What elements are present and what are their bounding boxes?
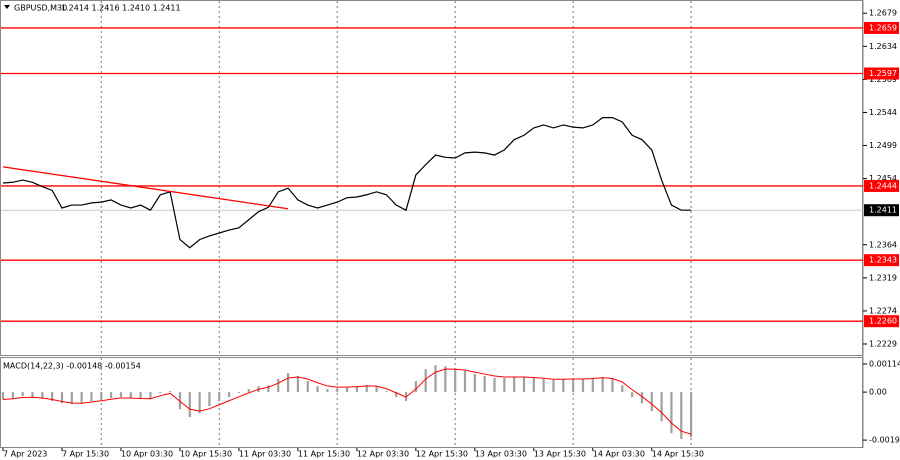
symbol-title: GBPUSD,M30 — [14, 4, 67, 13]
y-tick-label: 1.2544 — [869, 108, 897, 117]
main-panel — [0, 0, 863, 356]
y-tick-label: 1.2274 — [869, 306, 897, 315]
ohlc-values: 1.2414 1.2416 1.2410 1.2411 — [61, 4, 181, 13]
price-line — [2, 116, 692, 249]
macd-title: MACD(14,22,3) -0.00148 -0.00154 — [3, 362, 141, 371]
y-tick-label: 0.00114 — [869, 359, 900, 368]
level-box — [864, 254, 899, 267]
y-tick-label: 1.2679 — [869, 9, 897, 18]
x-tick-label: 12 Apr 15:30 — [416, 450, 468, 459]
last-price-box — [864, 204, 899, 217]
x-tick-label: 7 Apr 15:30 — [62, 450, 109, 459]
level-label: 1.2343 — [869, 256, 897, 265]
y-tick-label: -0.00194 — [869, 436, 900, 445]
y-tick-label: 1.2499 — [869, 141, 897, 150]
y-tick-label: 0.00 — [869, 388, 887, 397]
x-tick-label: 14 Apr 15:30 — [652, 450, 704, 459]
level-box — [864, 21, 899, 34]
trendline — [2, 166, 289, 210]
x-tick-label: 11 Apr 03:30 — [239, 450, 291, 459]
x-tick-label: 12 Apr 03:30 — [357, 450, 409, 459]
level-label: 1.2659 — [869, 23, 897, 32]
signal-line — [2, 368, 692, 435]
last-price-label: 1.2411 — [869, 206, 897, 215]
level-label: 1.2597 — [869, 69, 897, 78]
y-tick-label: 1.2319 — [869, 273, 897, 282]
y-tick-label: 1.2364 — [869, 240, 897, 249]
x-tick-label: 7 Apr 2023 — [3, 450, 47, 459]
x-tick-label: 13 Apr 03:30 — [475, 450, 527, 459]
level-box — [864, 179, 899, 192]
level-box — [864, 67, 899, 80]
x-tick-label: 11 Apr 15:30 — [298, 450, 350, 459]
x-tick-label: 10 Apr 03:30 — [121, 450, 173, 459]
y-tick-label: 1.2229 — [869, 339, 897, 348]
level-label: 1.2444 — [869, 181, 897, 190]
collapse-arrow — [4, 5, 10, 9]
level-label: 1.2260 — [869, 317, 897, 326]
y-tick-label: 1.2454 — [869, 174, 897, 183]
x-tick-label: 14 Apr 03:30 — [593, 450, 645, 459]
macd-panel — [0, 357, 863, 448]
y-tick-label: 1.2634 — [869, 42, 897, 51]
x-tick-label: 13 Apr 15:30 — [534, 450, 586, 459]
x-tick-label: 10 Apr 15:30 — [180, 450, 232, 459]
level-box — [864, 315, 899, 328]
